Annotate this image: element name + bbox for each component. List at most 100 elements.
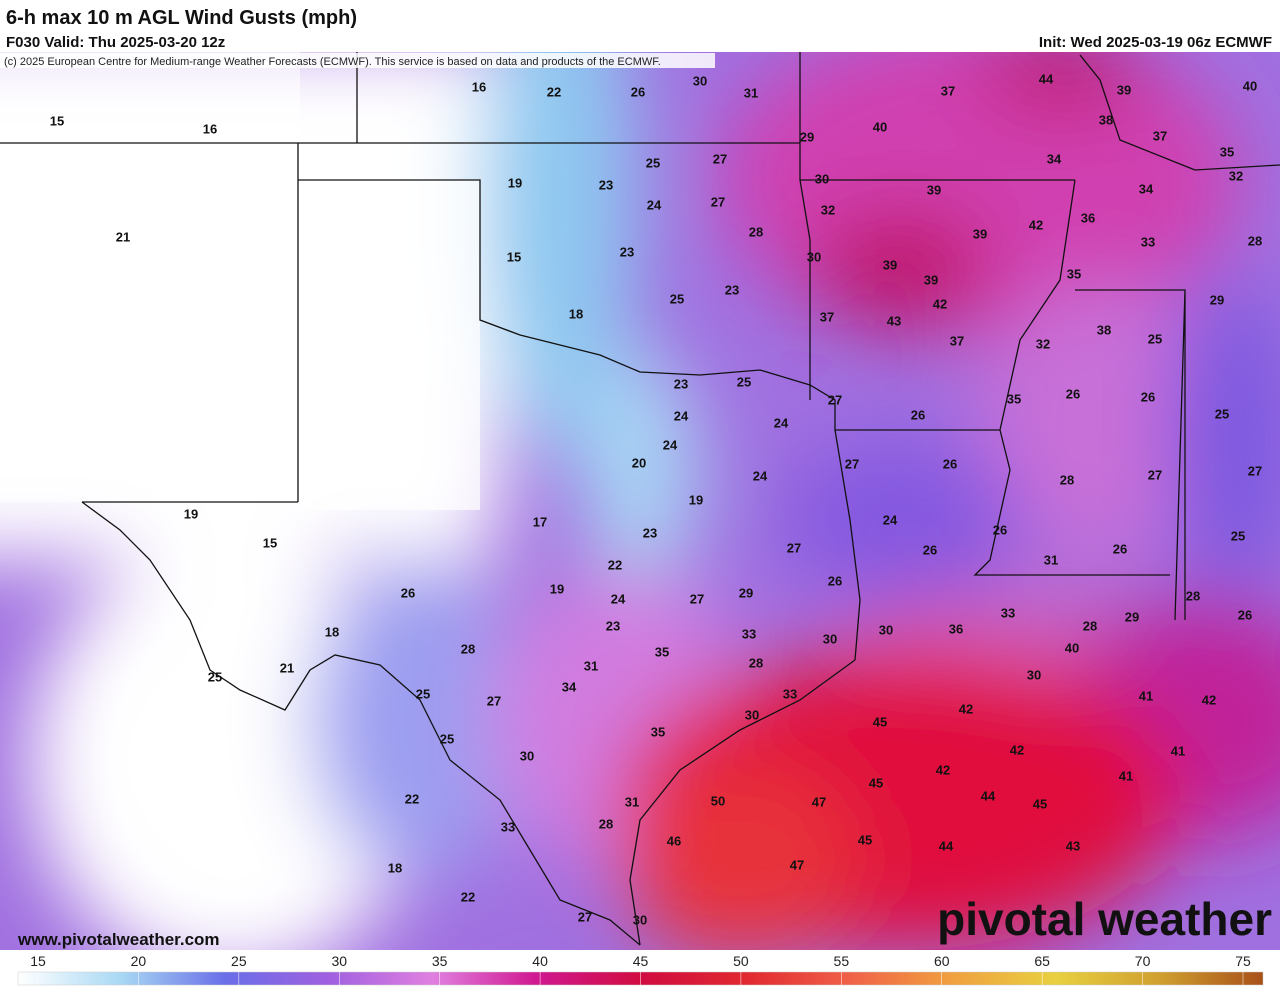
gust-label: 39 [973,226,987,241]
gust-label: 25 [1231,528,1245,543]
gust-label: 30 [823,631,837,646]
gust-label: 37 [950,333,964,348]
gust-label: 28 [749,224,763,239]
gust-label: 35 [651,724,665,739]
gust-label: 31 [1044,552,1058,567]
gust-label: 42 [1202,692,1216,707]
gust-label: 23 [606,618,620,633]
init-time: Init: Wed 2025-03-19 06z ECMWF [1039,34,1272,51]
gust-label: 40 [1243,78,1257,93]
gust-label: 29 [1125,609,1139,624]
colorbar-tick-label: 65 [1034,953,1050,969]
gust-label: 24 [674,408,689,423]
gust-label: 22 [547,84,561,99]
gust-label: 34 [562,679,577,694]
gust-label: 50 [711,793,725,808]
gust-label: 37 [941,83,955,98]
gust-label: 19 [184,506,198,521]
gust-label: 27 [845,456,859,471]
gust-label: 44 [1039,71,1054,86]
gust-label: 24 [774,415,789,430]
gust-label: 39 [883,257,897,272]
gust-label: 16 [203,121,217,136]
gust-label: 30 [633,912,647,927]
gust-label: 22 [405,791,419,806]
gust-label: 23 [674,376,688,391]
gust-label: 25 [416,686,430,701]
gust-label: 38 [1097,322,1111,337]
gust-label: 28 [599,816,613,831]
gust-label: 27 [828,392,842,407]
gust-label: 26 [1066,386,1080,401]
gust-label: 45 [858,832,872,847]
gust-label: 20 [632,455,646,470]
gust-label: 28 [1060,472,1074,487]
gust-label: 30 [807,249,821,264]
gust-label: 27 [1248,463,1262,478]
gust-label: 19 [508,175,522,190]
gust-label: 30 [815,171,829,186]
colorbar-tick-label: 50 [733,953,749,969]
gust-label: 27 [1148,467,1162,482]
gust-label: 24 [647,197,662,212]
gust-label: 26 [631,84,645,99]
colorbar-tick-label: 30 [331,953,347,969]
gust-label: 34 [1047,151,1062,166]
colorbar-tick-label: 35 [432,953,448,969]
colorbar-tick-label: 15 [30,953,46,969]
gust-label: 30 [745,707,759,722]
gust-label: 23 [725,282,739,297]
gust-label: 35 [1007,391,1021,406]
title: 6-h max 10 m AGL Wind Gusts (mph) [6,7,357,29]
gust-label: 19 [689,492,703,507]
gust-label: 38 [1099,112,1113,127]
gust-label: 42 [933,296,947,311]
gust-label: 30 [693,73,707,88]
gust-label: 27 [578,909,592,924]
gust-label: 29 [1210,292,1224,307]
gust-label: 43 [1066,838,1080,853]
gust-label: 30 [520,748,534,763]
gust-label: 31 [625,794,639,809]
gust-label: 44 [981,788,996,803]
colorbar-tick-label: 40 [532,953,548,969]
gust-label: 28 [461,641,475,656]
gust-label: 25 [646,155,660,170]
gust-label: 47 [790,857,804,872]
gust-label: 34 [1139,181,1154,196]
gust-label: 28 [1186,588,1200,603]
gust-label: 39 [927,182,941,197]
gust-label: 22 [608,557,622,572]
gust-label: 33 [1001,605,1015,620]
gust-label: 15 [263,535,277,550]
website: www.pivotalweather.com [17,930,220,949]
gust-label: 26 [1141,389,1155,404]
gust-label: 42 [959,701,973,716]
gust-label: 30 [879,622,893,637]
gust-label: 18 [325,624,339,639]
gust-label: 24 [663,437,678,452]
gust-label: 25 [440,731,454,746]
gust-label: 43 [887,313,901,328]
gust-label: 23 [643,525,657,540]
gust-label: 32 [821,202,835,217]
gust-label: 41 [1139,688,1153,703]
colorbar-tick-label: 20 [131,953,147,969]
copyright: (c) 2025 European Centre for Medium-rang… [4,56,661,68]
gust-label: 45 [873,714,887,729]
gust-label: 18 [569,306,583,321]
gust-label: 30 [1027,667,1041,682]
gust-label: 31 [584,658,598,673]
gust-label: 19 [550,581,564,596]
gust-label: 27 [487,693,501,708]
gust-label: 26 [1238,607,1252,622]
gust-label: 28 [1248,233,1262,248]
gust-label: 17 [533,514,547,529]
gust-label: 33 [742,626,756,641]
gust-label: 35 [1067,266,1081,281]
gust-label: 45 [1033,796,1047,811]
colorbar-tick-label: 70 [1135,953,1151,969]
copyright-bg [0,53,715,68]
